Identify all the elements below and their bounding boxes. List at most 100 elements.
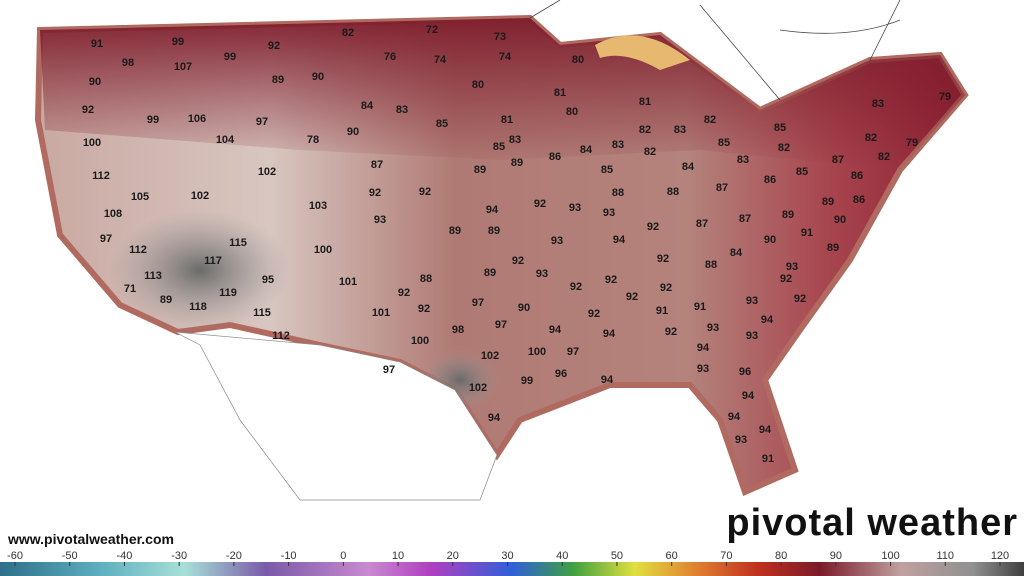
temperature-label: 94	[603, 328, 616, 340]
temperature-label: 92	[647, 221, 659, 233]
temperature-label: 86	[549, 151, 561, 163]
temperature-label: 85	[774, 122, 786, 134]
temperature-label: 97	[495, 319, 507, 331]
temperature-label: 90	[518, 302, 530, 314]
temperature-label: 93	[374, 214, 386, 226]
temperature-label: 102	[469, 382, 487, 394]
temperature-label: 91	[91, 38, 103, 50]
colorbar-tick-label: 0	[340, 550, 346, 562]
temperature-label: 93	[707, 322, 719, 334]
temperature-label: 101	[372, 307, 390, 319]
temperature-label: 85	[436, 118, 448, 130]
mexico	[174, 331, 498, 501]
temperature-label: 82	[644, 146, 656, 158]
temperature-label: 85	[718, 137, 730, 149]
colorbar-tick-label: -40	[116, 550, 132, 562]
temperature-label: 86	[764, 174, 776, 186]
temperature-label: 89	[822, 196, 834, 208]
temperature-label: 115	[229, 237, 247, 249]
temperature-label: 96	[739, 366, 751, 378]
temperature-label: 79	[939, 91, 951, 103]
temperature-label: 94	[728, 411, 741, 423]
colorbar-tick-label: 80	[775, 550, 787, 562]
temperature-label: 100	[411, 335, 429, 347]
temperature-label: 89	[484, 267, 496, 279]
temperature-label: 92	[82, 104, 94, 116]
temperature-label: 92	[419, 186, 431, 198]
temperature-label: 92	[794, 293, 806, 305]
warm-region	[40, 18, 965, 170]
temperature-label: 91	[762, 453, 774, 465]
lake-superior	[595, 35, 690, 70]
temperature-label: 99	[147, 114, 159, 126]
temperature-label: 88	[420, 273, 432, 285]
temperature-label: 87	[371, 159, 383, 171]
temperature-label: 97	[472, 297, 484, 309]
temperature-label: 102	[258, 166, 276, 178]
temperature-label: 92	[665, 326, 677, 338]
temperature-label: 105	[131, 191, 149, 203]
temperature-label: 82	[639, 124, 651, 136]
colorbar-tick-label: 10	[392, 550, 404, 562]
temperature-label: 88	[705, 259, 717, 271]
temperature-label: 94	[486, 204, 499, 216]
temperature-label: 84	[580, 144, 593, 156]
temperature-label: 93	[697, 363, 709, 375]
temperature-label: 92	[268, 40, 280, 52]
temperature-label: 92	[534, 198, 546, 210]
temperature-label: 94	[759, 424, 772, 436]
temperature-label: 89	[449, 225, 461, 237]
temperature-label: 89	[474, 164, 486, 176]
temperature-label: 95	[262, 274, 274, 286]
colorbar-tick-label: 50	[611, 550, 623, 562]
temperature-label: 86	[853, 194, 865, 206]
temperature-label: 119	[219, 287, 237, 299]
temperature-label: 92	[512, 255, 524, 267]
temperature-label: 74	[434, 54, 447, 66]
temperature-label: 103	[309, 200, 327, 212]
temperature-label: 83	[509, 134, 521, 146]
temperature-label: 117	[204, 255, 222, 267]
temperature-label: 102	[191, 190, 209, 202]
temperature-label: 82	[342, 27, 354, 39]
colorbar-tick-label: 90	[830, 550, 842, 562]
temperature-label: 94	[488, 412, 501, 424]
temperature-label: 90	[764, 234, 776, 246]
temperature-label: 108	[104, 208, 122, 220]
temperature-label: 107	[174, 61, 192, 73]
temperature-label: 92	[398, 287, 410, 299]
temperature-label: 82	[704, 114, 716, 126]
temperature-label: 93	[536, 268, 548, 280]
temperature-label: 82	[865, 132, 877, 144]
temperature-label: 83	[674, 124, 686, 136]
temperature-label: 87	[696, 218, 708, 230]
temperature-label: 83	[872, 98, 884, 110]
temperature-label: 100	[528, 346, 546, 358]
temperature-label: 72	[426, 24, 438, 36]
colorbar-tick-label: 100	[881, 550, 899, 562]
temperature-label: 86	[851, 170, 863, 182]
temperature-label: 97	[100, 233, 112, 245]
temperature-label: 91	[694, 301, 706, 313]
temperature-label: 71	[124, 283, 136, 295]
temperature-label: 73	[494, 31, 506, 43]
temperature-label: 94	[697, 342, 710, 354]
temperature-label: 76	[384, 51, 396, 63]
temperature-label: 99	[172, 36, 184, 48]
temperature-label: 92	[780, 273, 792, 285]
temperature-label: 115	[253, 307, 271, 319]
temperature-label: 79	[906, 137, 918, 149]
temperature-label: 89	[272, 74, 284, 86]
temperature-label: 97	[383, 364, 395, 376]
temperature-label: 81	[639, 96, 651, 108]
temperature-label: 113	[144, 270, 162, 282]
temperature-label: 85	[601, 164, 613, 176]
temperature-label: 94	[549, 324, 562, 336]
temperature-label: 100	[314, 244, 332, 256]
temperature-label: 90	[312, 71, 324, 83]
logo: pivotal weather	[726, 502, 1018, 544]
temperature-label: 89	[782, 209, 794, 221]
temperature-label: 85	[796, 166, 808, 178]
temperature-label: 112	[129, 244, 147, 256]
